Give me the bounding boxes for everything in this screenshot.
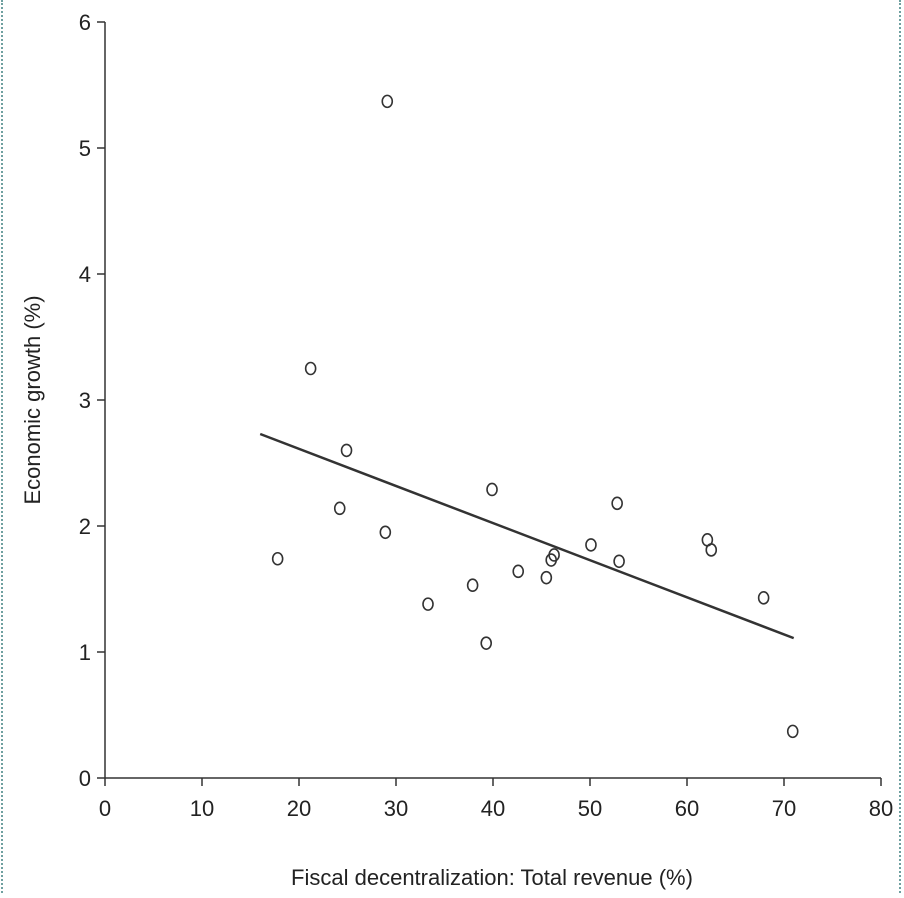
data-point [304, 361, 317, 376]
x-tick-label: 70 [772, 796, 796, 821]
axis-ticks: 0 10 20 30 40 50 60 70 80 0 1 2 3 4 5 6 [79, 10, 893, 821]
y-tick-label: 0 [79, 766, 91, 791]
data-point [466, 578, 479, 593]
x-tick-label: 60 [675, 796, 699, 821]
left-dotted-border [1, 0, 3, 893]
data-point [512, 564, 525, 579]
data-point [379, 525, 392, 540]
data-point [271, 551, 284, 566]
y-tick-label: 3 [79, 388, 91, 413]
data-points [271, 94, 799, 739]
trendline-group [259, 432, 795, 640]
y-tick-label: 5 [79, 136, 91, 161]
x-tick-label: 30 [384, 796, 408, 821]
data-point [381, 94, 394, 109]
data-point [585, 538, 597, 552]
data-point [786, 724, 799, 739]
data-point [757, 591, 770, 605]
data-point [480, 636, 493, 650]
y-tick-label: 2 [79, 514, 91, 539]
data-point [611, 496, 623, 511]
x-tick-label: 80 [869, 796, 893, 821]
data-point [333, 501, 346, 516]
x-tick-label: 40 [481, 796, 505, 821]
data-point [705, 543, 718, 557]
data-point [486, 482, 498, 497]
data-point [340, 443, 353, 458]
data-point [540, 570, 553, 585]
x-tick-label: 50 [578, 796, 602, 821]
trendline [259, 432, 795, 640]
data-point [613, 554, 625, 569]
x-tick-label: 20 [287, 796, 311, 821]
x-tick-label: 0 [99, 796, 111, 821]
y-tick-label: 1 [79, 640, 91, 665]
x-tick-label: 10 [190, 796, 214, 821]
y-tick-label: 6 [79, 10, 91, 35]
y-axis-title: Economic growth (%) [20, 295, 45, 504]
data-point [548, 548, 560, 562]
y-tick-label: 4 [79, 262, 91, 287]
data-point [422, 597, 434, 611]
right-dotted-border [899, 0, 901, 893]
x-axis-title: Fiscal decentralization: Total revenue (… [291, 865, 693, 890]
